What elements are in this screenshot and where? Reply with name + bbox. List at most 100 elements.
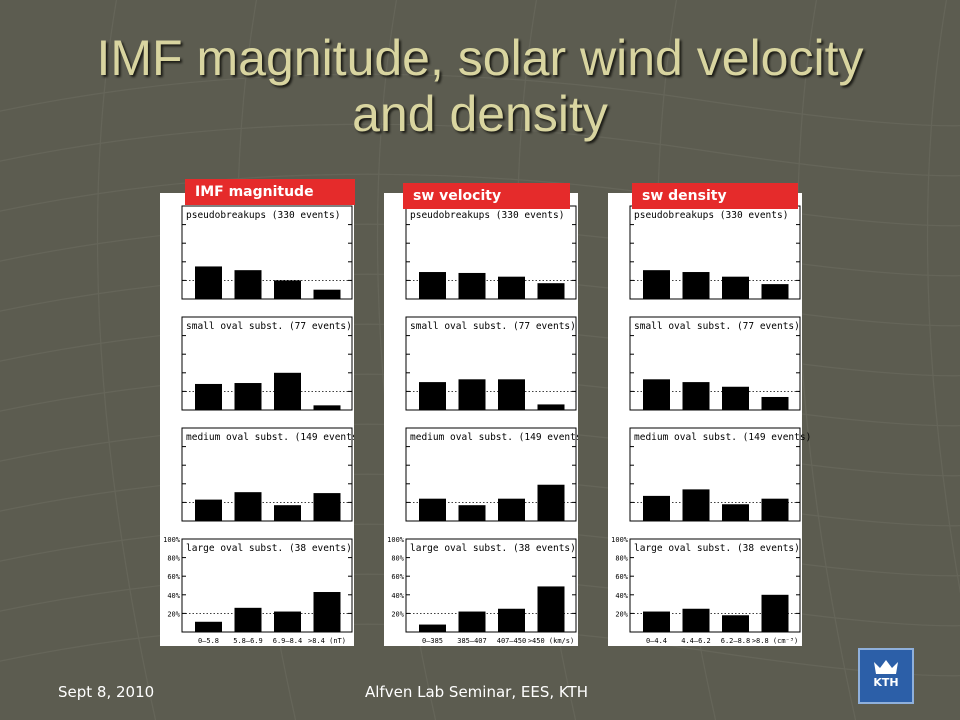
bar (419, 272, 446, 299)
y-tick-label: 80% (167, 555, 180, 563)
bar (195, 383, 222, 410)
bar (274, 611, 301, 632)
bar (195, 499, 222, 521)
bar (195, 266, 222, 299)
chart-velocity-svg: pseudobreakups (330 events) small oval su… (387, 205, 587, 645)
series-label: pseudobreakups (330 events) (410, 210, 564, 221)
kth-logo: KTH (858, 648, 914, 704)
bar (234, 383, 262, 410)
bar (682, 489, 710, 521)
series-label: large oval subst. (38 events) (634, 543, 800, 554)
series-label: pseudobreakups (330 events) (186, 210, 340, 221)
bar (274, 505, 301, 521)
x-tick-label: 4.4–6.2 (681, 637, 711, 645)
chart-title-imf: IMF magnitude (185, 179, 355, 205)
slide-title: IMF magnitude, solar wind velocity and d… (0, 30, 960, 142)
subplot-0: pseudobreakups (330 events) (405, 205, 577, 300)
bar (761, 284, 789, 299)
bar (419, 624, 446, 632)
bar (761, 594, 789, 632)
subplot-0: pseudobreakups (330 events) (629, 205, 801, 300)
y-tick-label: 60% (391, 573, 404, 581)
bar (537, 484, 565, 521)
bar (498, 276, 525, 299)
bar (722, 276, 749, 299)
subplot-3: large oval subst. (38 events) 100% 80% 60% 4… (387, 536, 577, 645)
bar (234, 607, 262, 632)
y-tick-label: 80% (615, 555, 628, 563)
bar (537, 586, 565, 632)
subplot-frame (181, 538, 353, 633)
subplot-0: pseudobreakups (330 events) (181, 205, 353, 300)
chart-panel-imf: pseudobreakups (330 events) small oval su… (160, 193, 363, 646)
bar (234, 492, 262, 521)
y-tick-label: 100% (387, 536, 405, 544)
subplot-frame (629, 538, 801, 633)
series-label: pseudobreakups (330 events) (634, 210, 788, 221)
chart-imf-svg: pseudobreakups (330 events) small oval su… (163, 205, 363, 645)
subplot-1: small oval subst. (77 events) (181, 316, 353, 411)
series-label: medium oval subst. (149 events) (634, 432, 811, 443)
subplot-1: small oval subst. (77 events) (405, 316, 577, 411)
bar (643, 379, 670, 410)
x-tick-label: 5.8–6.9 (233, 637, 263, 645)
bar (313, 289, 341, 299)
bar (682, 382, 710, 410)
y-tick-label: 40% (167, 592, 180, 600)
x-tick-label: 0–5.8 (198, 637, 219, 645)
bar (498, 608, 525, 632)
subplot-frame (405, 427, 577, 522)
y-tick-label: 100% (163, 536, 181, 544)
bar (313, 405, 341, 410)
subplot-frame (181, 427, 353, 522)
x-tick-label: 0–385 (422, 637, 443, 645)
y-tick-label: 100% (611, 536, 629, 544)
bar (313, 592, 341, 632)
bar (274, 372, 301, 410)
subplot-frame (405, 538, 577, 633)
chart-density-svg: pseudobreakups (330 events) small oval su… (611, 205, 811, 645)
subplot-3: large oval subst. (38 events) 100% 80% 60% 4… (611, 536, 801, 645)
bar (274, 280, 301, 299)
y-tick-label: 60% (167, 573, 180, 581)
slide-title-line-2: and density (352, 86, 608, 142)
subplot-frame (181, 316, 353, 411)
y-tick-label: 20% (615, 610, 628, 618)
bar (682, 608, 710, 632)
bar (722, 386, 749, 410)
bar (722, 615, 749, 632)
series-label: large oval subst. (38 events) (186, 543, 352, 554)
bar (498, 498, 525, 521)
x-tick-label: 407–450 (497, 637, 527, 645)
bar (722, 504, 749, 521)
bar (643, 611, 670, 632)
subplot-2: medium oval subst. (149 events) (405, 427, 587, 522)
y-tick-label: 80% (391, 555, 404, 563)
series-label: medium oval subst. (149 events) (410, 432, 578, 443)
subplot-2: medium oval subst. (149 events) (181, 427, 363, 522)
bar (498, 379, 525, 410)
slide-title-line-1: IMF magnitude, solar wind velocity (96, 30, 864, 86)
bar (537, 404, 565, 410)
bar (195, 621, 222, 632)
chart-panel-density: pseudobreakups (330 events) small oval su… (608, 193, 811, 646)
bar (419, 382, 446, 410)
chart-title-density: sw density (632, 183, 798, 209)
series-label: small oval subst. (77 events) (186, 321, 352, 332)
bar (761, 498, 789, 521)
subplot-3: large oval subst. (38 events) 100% 80% 60% 4… (163, 536, 353, 645)
series-label: small oval subst. (77 events) (634, 321, 800, 332)
x-tick-label: >8.8 (cm⁻³) (752, 637, 798, 645)
crown-icon (874, 660, 898, 674)
series-label: medium oval subst. (149 events) (186, 432, 354, 443)
subplot-1: small oval subst. (77 events) (629, 316, 801, 411)
y-tick-label: 40% (391, 592, 404, 600)
x-tick-label: >450 (km/s) (528, 637, 574, 645)
bar (234, 270, 262, 299)
footer-date: Sept 8, 2010 (58, 683, 155, 701)
x-tick-label: 385–407 (457, 637, 487, 645)
chart-title-velocity: sw velocity (403, 183, 570, 209)
y-tick-label: 20% (167, 610, 180, 618)
subplot-frame (629, 427, 801, 522)
y-tick-label: 20% (391, 610, 404, 618)
